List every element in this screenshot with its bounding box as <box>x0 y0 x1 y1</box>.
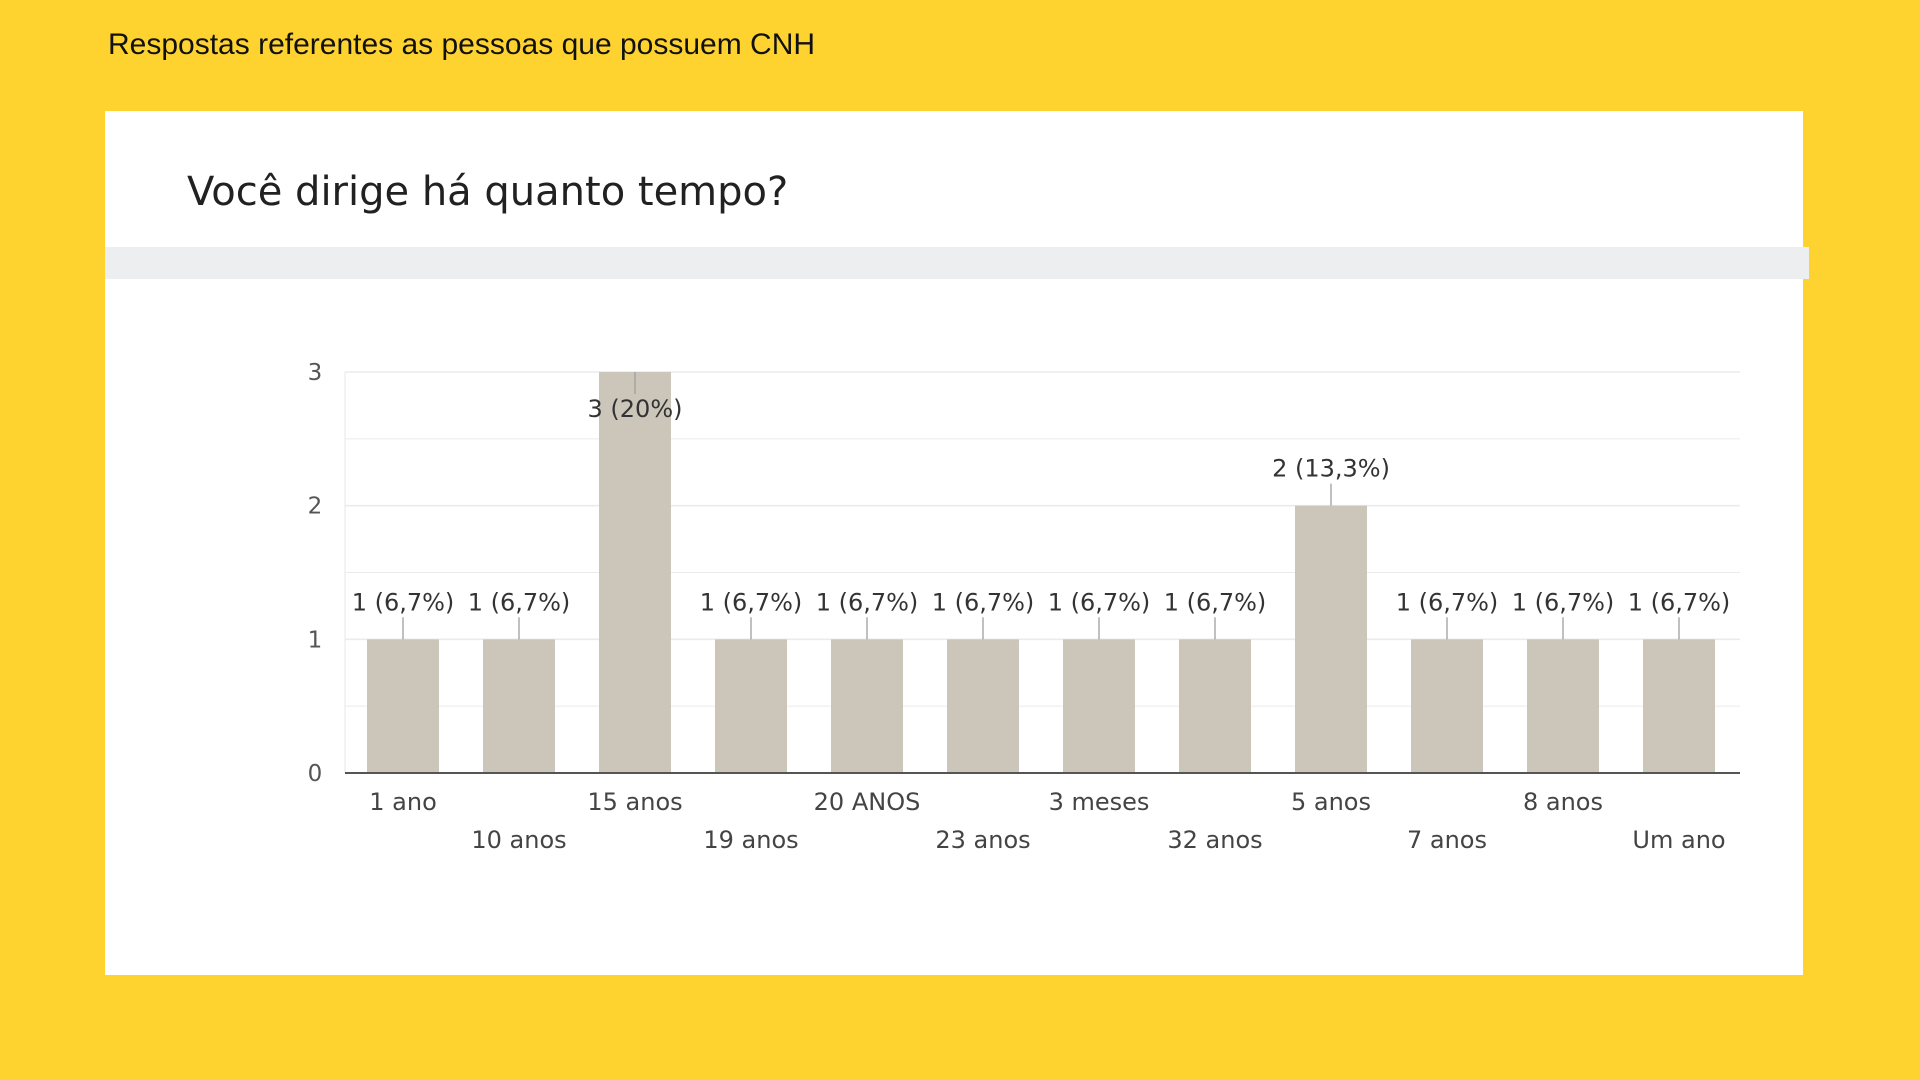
bar <box>831 639 903 773</box>
bar <box>1179 639 1251 773</box>
x-category-label: 5 anos <box>1291 788 1371 816</box>
slide-caption: Respostas referentes as pessoas que poss… <box>108 28 816 61</box>
x-category-label: 32 anos <box>1167 826 1262 854</box>
data-label: 1 (6,7%) <box>1512 588 1615 616</box>
grid-lines <box>344 371 1740 773</box>
divider-band <box>105 247 1809 279</box>
data-label: 1 (6,7%) <box>700 588 803 616</box>
data-label: 1 (6,7%) <box>352 588 455 616</box>
x-category-label: 10 anos <box>471 826 566 854</box>
x-category-label: 19 anos <box>703 826 798 854</box>
bar <box>1527 639 1599 773</box>
y-tick-label: 3 <box>308 360 323 386</box>
y-tick-label: 0 <box>308 761 323 787</box>
data-label: 1 (6,7%) <box>1048 588 1151 616</box>
data-label: 3 (20%) <box>588 395 683 423</box>
labels: 0 1 2 3 1 (6,7%) 1 ano 1 (6,7%) 10 anos 3 (20%) 1… <box>308 360 1731 854</box>
data-label: 1 (6,7%) <box>1164 588 1267 616</box>
x-category-label: 3 meses <box>1049 788 1150 816</box>
bars <box>367 372 1715 773</box>
bar <box>1295 505 1367 773</box>
bar <box>599 372 671 773</box>
question-title: Você dirige há quanto tempo? <box>187 169 789 215</box>
x-category-label: 8 anos <box>1523 788 1603 816</box>
data-label: 1 (6,7%) <box>1628 588 1731 616</box>
x-category-label: 1 ano <box>369 788 437 816</box>
data-label: 1 (6,7%) <box>816 588 919 616</box>
y-tick-label: 1 <box>308 627 323 653</box>
y-tick-label: 2 <box>308 494 323 520</box>
x-category-label: 15 anos <box>587 788 682 816</box>
data-label: 1 (6,7%) <box>932 588 1035 616</box>
data-label: 1 (6,7%) <box>468 588 571 616</box>
bar <box>947 639 1019 773</box>
data-label: 1 (6,7%) <box>1396 588 1499 616</box>
bar-chart: 0 1 2 3 1 (6,7%) 1 ano 1 (6,7%) 10 anos 3 (20%) 1… <box>308 360 1740 854</box>
bar <box>483 639 555 773</box>
x-category-label: 20 ANOS <box>814 788 921 816</box>
x-category-label: 23 anos <box>935 826 1030 854</box>
bar <box>715 639 787 773</box>
x-category-label: 7 anos <box>1407 826 1487 854</box>
bar <box>1643 639 1715 773</box>
x-category-label: Um ano <box>1632 826 1725 854</box>
data-label: 2 (13,3%) <box>1272 455 1390 483</box>
bar <box>367 639 439 773</box>
bar <box>1063 639 1135 773</box>
bar <box>1411 639 1483 773</box>
chart-card: Você dirige há quanto tempo? 0 1 2 3 1 (6,7%… <box>105 111 1809 975</box>
